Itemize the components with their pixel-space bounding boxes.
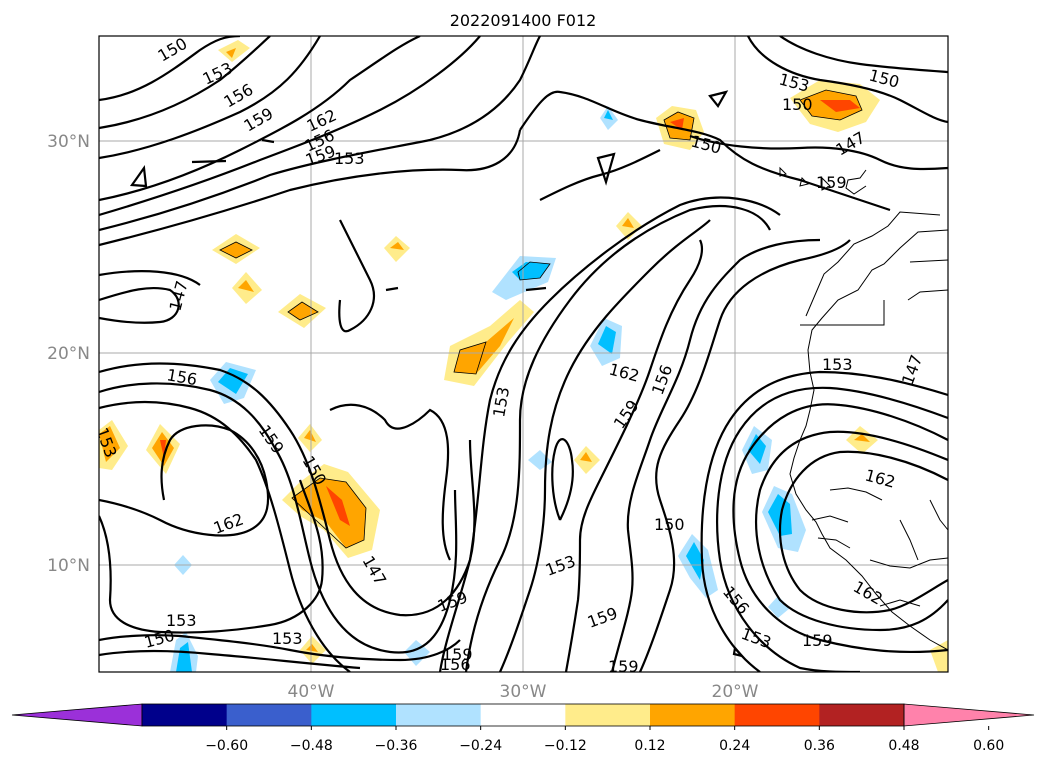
lon-label: 20°W bbox=[712, 682, 759, 702]
anomaly-outlines bbox=[219, 89, 863, 549]
colorbar-bin bbox=[650, 704, 736, 726]
colorbar-tick-label: 0.12 bbox=[634, 738, 665, 754]
colorbar-tick-label: 0.60 bbox=[973, 738, 1004, 754]
colorbar-tick-label: 0.24 bbox=[719, 738, 750, 754]
colorbar-bin bbox=[819, 704, 905, 726]
lon-labels: 40°W 30°W 20°W bbox=[288, 682, 759, 702]
colorbar: −0.60 −0.48 −0.36 −0.24 −0.12 0.12 0.24 0.36 0.4… bbox=[11, 703, 1035, 754]
lon-label: 30°W bbox=[500, 682, 547, 702]
contour-label: 159 bbox=[816, 173, 847, 192]
colorbar-bin bbox=[565, 704, 651, 726]
lat-label: 20°N bbox=[47, 344, 90, 364]
contour-label: 159 bbox=[608, 657, 639, 676]
contour-label: 150 bbox=[654, 515, 685, 534]
lat-labels: 30°N 20°N 10°N bbox=[47, 132, 90, 576]
plot-frame bbox=[98, 35, 949, 673]
contour-label: 153 bbox=[334, 149, 365, 168]
lat-label: 30°N bbox=[47, 132, 90, 152]
colorbar-frame bbox=[141, 703, 905, 727]
colorbar-bin bbox=[226, 704, 312, 726]
colorbar-tick-label: 0.48 bbox=[888, 738, 919, 754]
map-title: 2022091400 F012 bbox=[450, 11, 597, 30]
contour-label: 150 bbox=[782, 95, 813, 114]
colorbar-tick-label: −0.60 bbox=[205, 738, 248, 754]
lon-label: 40°W bbox=[288, 682, 335, 702]
colorbar-tick-label: −0.48 bbox=[290, 738, 333, 754]
colorbar-tick-label: −0.36 bbox=[375, 738, 418, 754]
colorbar-bin bbox=[142, 704, 228, 726]
colorbar-bin bbox=[734, 704, 820, 726]
contour-label: 156 bbox=[440, 655, 471, 674]
contour-lines bbox=[99, 36, 948, 672]
anomaly-shading bbox=[99, 40, 948, 672]
colorbar-tick-label: 0.36 bbox=[804, 738, 835, 754]
plot-area: 150 153 156 159 162 147 150 153 156 159 … bbox=[99, 36, 948, 676]
contour-labels: 150 153 156 159 162 147 150 153 156 159 … bbox=[99, 36, 926, 676]
lat-label: 10°N bbox=[47, 556, 90, 576]
colorbar-tick-label: −0.12 bbox=[544, 738, 587, 754]
colorbar-tick-label: −0.24 bbox=[459, 738, 502, 754]
colorbar-bin bbox=[480, 704, 566, 726]
contour-label: 159 bbox=[442, 645, 473, 664]
contour-label: 153 bbox=[166, 611, 197, 630]
contour-label: 159 bbox=[802, 631, 833, 650]
colorbar-bin bbox=[311, 704, 397, 726]
contour-label: 153 bbox=[822, 355, 853, 374]
contour-label: 153 bbox=[272, 629, 303, 648]
colorbar-bin bbox=[396, 704, 482, 726]
colorbar-extend-min bbox=[11, 703, 143, 727]
colorbar-extend-max bbox=[903, 703, 1035, 727]
